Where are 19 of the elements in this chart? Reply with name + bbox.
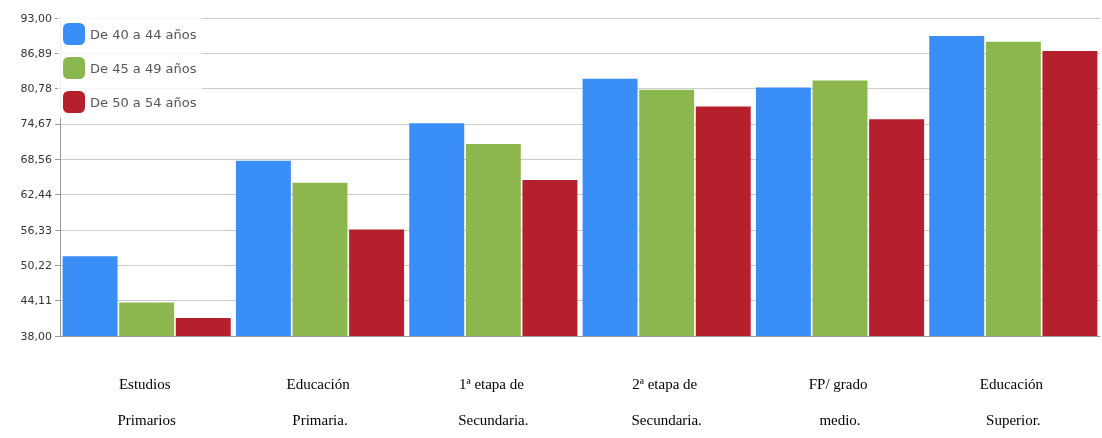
category-label: 1ª etapa de Secundaria. [458,376,529,428]
y-tick-label: 44,11 [20,294,52,308]
category-label: Educación Primaria. [286,376,350,428]
y-tick-label: 68,56 [20,152,52,166]
y-tick-label: 62,44 [20,188,52,202]
y-tick-label: 74,67 [20,117,52,131]
y-tick-label: 80,78 [20,82,52,96]
legend-label: De 50 a 54 años [90,94,197,110]
y-tick-label: 93,00 [20,11,52,25]
category-label: FP/ grado medio. [808,376,868,428]
legend-label: De 45 a 49 años [90,60,197,76]
y-tick-label: 50,22 [20,258,52,272]
category-label: Estudios Primarios [117,376,176,428]
legend-label: De 40 a 44 años [90,26,197,42]
y-tick-label: 38,00 [20,329,52,343]
category-label: 2ª etapa de Secundaria. [631,376,702,428]
category-label: Educación Superior. [979,376,1044,428]
y-tick-label: 86,89 [20,46,52,60]
y-tick-label: 56,33 [20,223,52,237]
